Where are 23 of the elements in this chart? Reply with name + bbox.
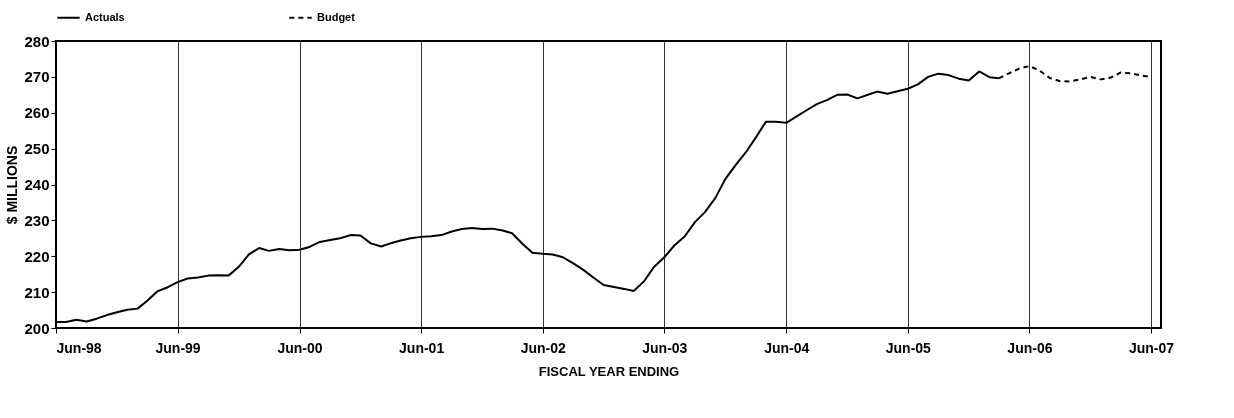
legend-label: Budget (317, 10, 356, 23)
x-tick-label: Jun-00 (277, 339, 323, 356)
x-tick-label: Jun-98 (56, 339, 102, 356)
y-tick-label: 210 (24, 283, 50, 301)
legend-label: Actuals (85, 10, 125, 23)
x-tick-label: Jun-02 (520, 339, 566, 356)
y-tick-label: 240 (24, 176, 50, 193)
x-tick-label: Jun-04 (764, 339, 810, 356)
y-tick-label: 200 (24, 319, 50, 337)
x-tick-label: Jun-06 (1007, 339, 1053, 356)
y-axis-title: $ MILLIONS (4, 145, 21, 225)
y-tick-label: 220 (24, 247, 50, 265)
y-tick-label: 270 (24, 68, 50, 86)
y-tick-label: 260 (24, 104, 50, 122)
x-tick-label: Jun-07 (1128, 339, 1175, 356)
x-tick-label: Jun-05 (885, 339, 932, 356)
x-axis-title: FISCAL YEAR ENDING (538, 363, 680, 379)
x-tick-label: Jun-03 (642, 339, 688, 356)
x-tick-label: Jun-99 (155, 339, 201, 356)
x-tick-label: Jun-01 (399, 339, 445, 356)
y-tick-label: 280 (24, 32, 50, 50)
y-tick-label: 230 (24, 211, 50, 229)
y-tick-label: 250 (24, 140, 50, 158)
